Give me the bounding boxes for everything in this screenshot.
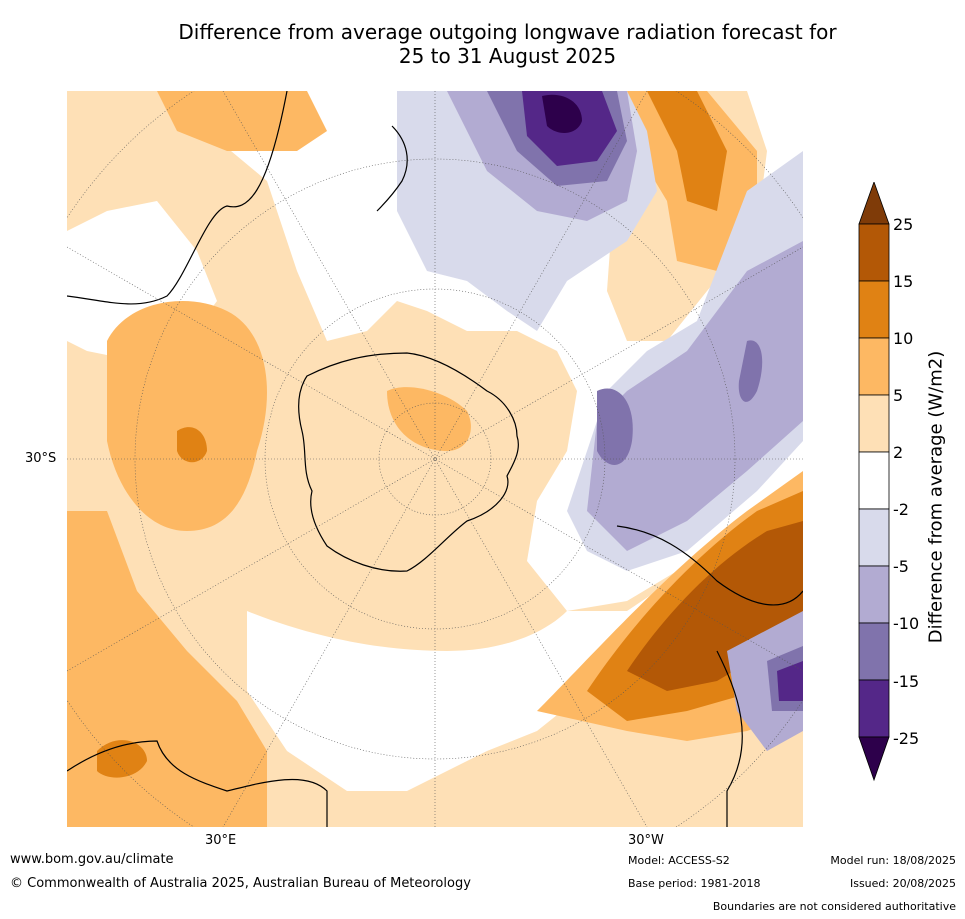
colorbar-tick: -15 — [893, 672, 920, 691]
graticule — [67, 91, 803, 827]
colorbar-bins — [858, 223, 890, 738]
map-canvas — [67, 91, 803, 827]
coastline-africa — [67, 740, 328, 827]
anomaly-field — [542, 94, 582, 133]
colorbar-label: Difference from average (W/m2) — [925, 350, 947, 644]
colorbar-tick: -2 — [893, 500, 909, 519]
anomaly-field — [727, 611, 803, 751]
footer-issued: Issued: 20/08/2025 — [849, 877, 956, 890]
lon-label-30e: 30°E — [205, 833, 237, 848]
lon-label-30w: 30°W — [628, 833, 664, 848]
coastline-australia — [67, 91, 288, 305]
colorbar-tick: -25 — [893, 729, 920, 748]
title-line-2: 25 to 31 August 2025 — [398, 44, 617, 68]
anomaly-field — [777, 661, 803, 701]
colorbar-tick: 10 — [893, 329, 914, 348]
lat-label-30s: 30°S — [25, 451, 57, 466]
anomaly-field — [107, 301, 267, 531]
antarctica-outline — [298, 352, 519, 572]
anomaly-field — [247, 571, 687, 791]
footer-model: Model: ACCESS-S2 — [628, 854, 730, 867]
colorbar-tick: -10 — [893, 614, 920, 633]
footer-copyright: © Commonwealth of Australia 2025, Austra… — [10, 876, 471, 891]
coastline-south-america — [616, 525, 803, 827]
anomaly-field — [597, 388, 633, 465]
colorbar-tick: 5 — [893, 386, 904, 405]
footer-base-period: Base period: 1981-2018 — [628, 877, 761, 890]
colorbar-tick: -5 — [893, 557, 909, 576]
anomaly-field — [177, 427, 207, 463]
anomaly-field — [647, 91, 727, 211]
colorbar-tick: 25 — [893, 215, 914, 234]
colorbar — [858, 182, 890, 782]
title-line-1: Difference from average outgoing longwav… — [178, 20, 837, 44]
anomaly-field — [387, 387, 471, 451]
coastline-new-zealand — [376, 125, 408, 212]
colorbar-extend-bottom — [858, 736, 890, 782]
anomaly-field — [738, 340, 763, 402]
footer-model-run: Model run: 18/08/2025 — [830, 854, 956, 867]
anomaly-field — [587, 241, 803, 551]
colorbar-tick: 15 — [893, 272, 914, 291]
footer-disclaimer: Boundaries are not considered authoritat… — [712, 900, 956, 913]
chart-title: Difference from average outgoing longwav… — [60, 20, 955, 68]
footer-url[interactable]: www.bom.gov.au/climate — [10, 852, 174, 867]
colorbar-extend-top — [858, 182, 890, 225]
colorbar-tick: 2 — [893, 443, 904, 462]
anomaly-map — [67, 91, 803, 827]
